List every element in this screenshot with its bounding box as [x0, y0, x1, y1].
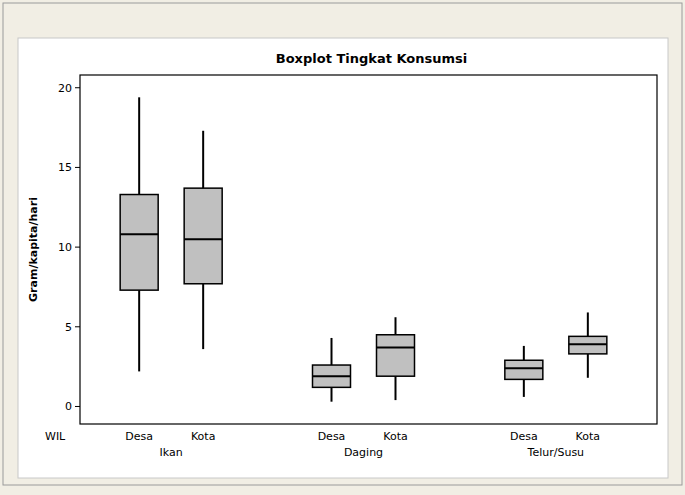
upper-whisker: [331, 338, 333, 365]
box: [120, 195, 158, 291]
box: [184, 188, 222, 284]
graph-region: [18, 38, 668, 478]
y-tick: [75, 326, 80, 327]
upper-whisker: [202, 131, 204, 188]
plot-marks: [120, 97, 607, 401]
lower-whisker: [523, 379, 525, 397]
category-label: Kota: [576, 430, 600, 443]
box: [377, 335, 415, 376]
median: [184, 238, 222, 240]
background: [3, 3, 682, 485]
median: [505, 367, 543, 369]
y-tick-label: 0: [65, 400, 72, 413]
x-axis-label: WIL: [45, 430, 66, 443]
group-label: Ikan: [160, 446, 183, 459]
upper-whisker: [138, 97, 140, 194]
category-label: Kota: [383, 430, 407, 443]
category-label: Desa: [318, 430, 346, 443]
y-tick-label: 10: [58, 241, 72, 254]
y-tick: [75, 87, 80, 88]
lower-whisker: [202, 284, 204, 349]
y-tick: [75, 247, 80, 248]
lower-whisker: [331, 387, 333, 401]
box: [313, 365, 351, 387]
median: [569, 343, 607, 345]
median: [377, 347, 415, 349]
y-tick-label: 20: [58, 82, 72, 95]
lower-whisker: [587, 354, 589, 378]
upper-whisker: [395, 317, 397, 335]
median: [120, 233, 158, 235]
y-tick: [75, 406, 80, 407]
title: Boxplot Tingkat Konsumsi: [276, 51, 467, 66]
y-axis-label: Gram/kapita/hari: [27, 197, 40, 302]
box: [505, 360, 543, 379]
chart: Boxplot Tingkat Konsumsi Gram/kapita/hari…: [0, 0, 685, 495]
group-label: Daging: [344, 446, 383, 459]
median: [313, 375, 351, 377]
group-label: Telur/Susu: [527, 446, 585, 459]
lower-whisker: [395, 376, 397, 400]
category-label: Desa: [510, 430, 538, 443]
category-label: Kota: [191, 430, 215, 443]
plot-frame: [80, 75, 657, 424]
upper-whisker: [523, 346, 525, 360]
y-tick: [75, 167, 80, 168]
y-tick-label: 15: [58, 161, 72, 174]
lower-whisker: [138, 290, 140, 371]
category-label: Desa: [125, 430, 153, 443]
y-tick-label: 5: [65, 321, 72, 334]
box: [569, 336, 607, 354]
upper-whisker: [587, 312, 589, 336]
